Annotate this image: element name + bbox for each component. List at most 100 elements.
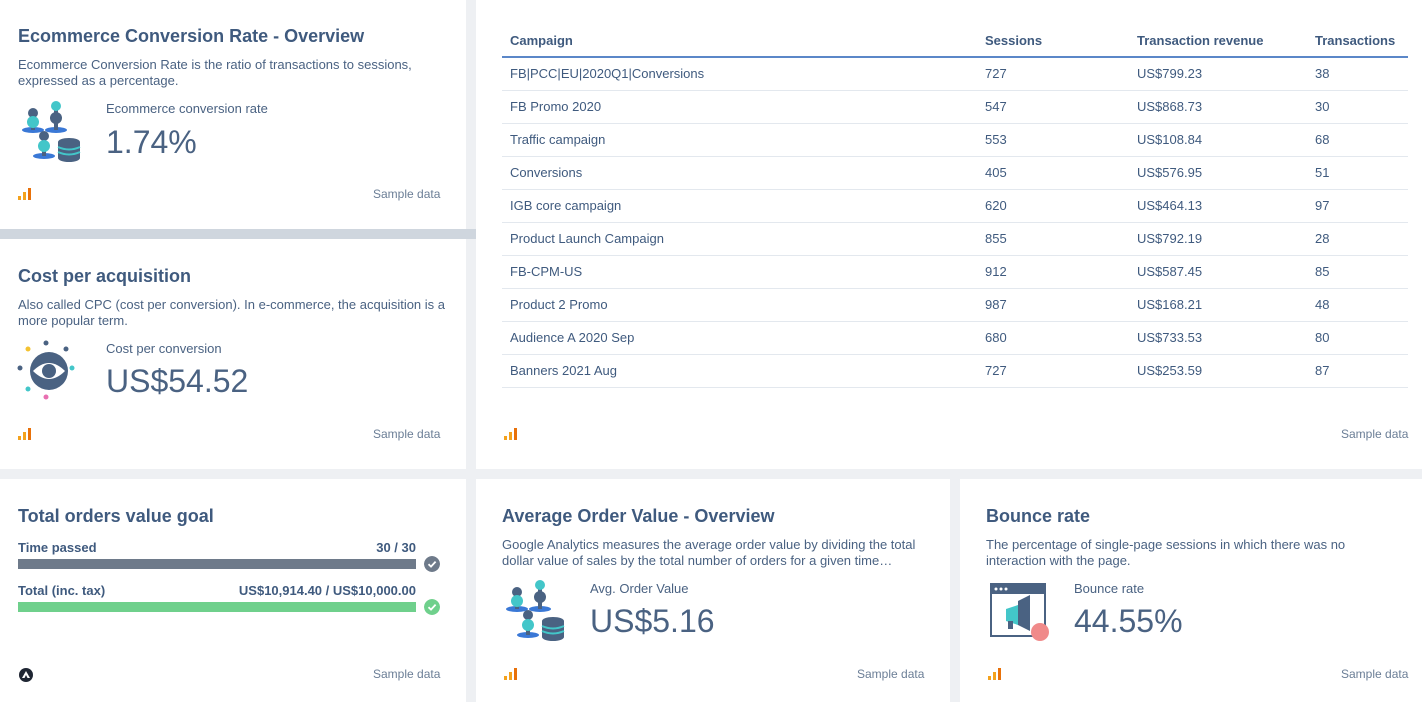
- cell-transactions: 28: [1307, 222, 1408, 256]
- cell-sessions: 547: [977, 90, 1129, 124]
- conversion-rate-card: Ecommerce Conversion Rate - Overview Eco…: [0, 0, 466, 229]
- cell-revenue: US$587.45: [1129, 255, 1307, 289]
- card-description: The percentage of single-page sessions i…: [986, 537, 1346, 568]
- sample-data-label: Sample data: [373, 427, 441, 441]
- metric-value: 44.55%: [1074, 603, 1183, 639]
- column-header-transaction-revenue[interactable]: Transaction revenue: [1129, 25, 1307, 58]
- table-row: Audience A 2020 Sep 680 US$733.53 80: [502, 321, 1408, 355]
- cell-sessions: 912: [977, 255, 1129, 289]
- card-title: Ecommerce Conversion Rate - Overview: [18, 26, 365, 46]
- metric-label: Avg. Order Value: [590, 581, 689, 596]
- bounce-rate-card: Bounce rate The percentage of single-pag…: [960, 479, 1422, 702]
- cell-sessions: 553: [977, 123, 1129, 157]
- table-row: IGB core campaign 620 US$464.13 97: [502, 189, 1408, 223]
- sample-data-label: Sample data: [1341, 427, 1409, 441]
- metric-value: 1.74%: [106, 124, 197, 160]
- column-header-campaign[interactable]: Campaign: [502, 25, 977, 58]
- google-analytics-icon: [504, 428, 517, 440]
- cell-transactions: 68: [1307, 123, 1408, 157]
- google-analytics-icon: [504, 668, 517, 680]
- cell-revenue: US$792.19: [1129, 222, 1307, 256]
- table-header-row: Campaign Sessions Transaction revenue Tr…: [502, 25, 1408, 58]
- cell-revenue: US$733.53: [1129, 321, 1307, 355]
- cell-sessions: 727: [977, 354, 1129, 388]
- total-label: Total (inc. tax): [18, 583, 106, 598]
- card-title: Average Order Value - Overview: [502, 506, 775, 526]
- goal-logo-icon: [19, 668, 33, 682]
- cell-transactions: 85: [1307, 255, 1408, 289]
- cell-revenue: US$108.84: [1129, 123, 1307, 157]
- cell-revenue: US$868.73: [1129, 90, 1307, 124]
- column-header-transactions[interactable]: Transactions: [1307, 25, 1408, 58]
- campaign-table: Campaign Sessions Transaction revenue Tr…: [502, 25, 1408, 388]
- cell-sessions: 680: [977, 321, 1129, 355]
- people-database-icon: [22, 101, 81, 162]
- cell-transactions: 97: [1307, 189, 1408, 223]
- metric-value: US$54.52: [106, 363, 249, 399]
- cell-transactions: 30: [1307, 90, 1408, 124]
- card-title: Cost per acquisition: [18, 266, 192, 286]
- cell-revenue: US$576.95: [1129, 156, 1307, 190]
- metric-value: US$5.16: [590, 603, 715, 639]
- cell-revenue: US$799.23: [1129, 57, 1307, 91]
- cell-sessions: 855: [977, 222, 1129, 256]
- cell-campaign: Conversions: [502, 156, 977, 190]
- time-passed-value: 30 / 30: [376, 540, 416, 555]
- cell-sessions: 620: [977, 189, 1129, 223]
- time-passed-label: Time passed: [18, 540, 97, 555]
- cell-campaign: Traffic campaign: [502, 123, 977, 157]
- table-row: FB Promo 2020 547 US$868.73 30: [502, 90, 1408, 124]
- card-title: Bounce rate: [986, 506, 1091, 526]
- card-description: Also called CPC (cost per conversion). I…: [18, 297, 446, 328]
- cell-revenue: US$464.13: [1129, 189, 1307, 223]
- table-row: Conversions 405 US$576.95 51: [502, 156, 1408, 190]
- cell-campaign: Product Launch Campaign: [502, 222, 977, 256]
- metric-label: Bounce rate: [1074, 581, 1145, 596]
- eye-icon: [17, 340, 75, 400]
- table-row: FB|PCC|EU|2020Q1|Conversions 727 US$799.…: [502, 57, 1408, 91]
- cell-campaign: Product 2 Promo: [502, 288, 977, 322]
- cell-revenue: US$168.21: [1129, 288, 1307, 322]
- megaphone-window-icon: [990, 583, 1049, 641]
- cell-transactions: 38: [1307, 57, 1408, 91]
- card-description: Google Analytics measures the average or…: [502, 537, 916, 568]
- total-value: US$10,914.40 / US$10,000.00: [238, 583, 416, 598]
- cell-sessions: 727: [977, 57, 1129, 91]
- cell-transactions: 87: [1307, 354, 1408, 388]
- cell-campaign: Banners 2021 Aug: [502, 354, 977, 388]
- google-analytics-icon: [988, 668, 1001, 680]
- cell-campaign: FB Promo 2020: [502, 90, 977, 124]
- orders-value-goal-card: Total orders value goal Time passed 30 /…: [0, 479, 466, 702]
- sample-data-label: Sample data: [373, 187, 441, 201]
- metric-label: Cost per conversion: [106, 341, 222, 356]
- cell-campaign: IGB core campaign: [502, 189, 977, 223]
- card-title: Total orders value goal: [18, 506, 214, 526]
- table-row: FB-CPM-US 912 US$587.45 85: [502, 255, 1408, 289]
- cell-sessions: 987: [977, 288, 1129, 322]
- cell-campaign: Audience A 2020 Sep: [502, 321, 977, 355]
- cell-campaign: FB|PCC|EU|2020Q1|Conversions: [502, 57, 977, 91]
- time-progress-fill: [18, 559, 416, 569]
- section-divider: [0, 229, 476, 239]
- table-row: Banners 2021 Aug 727 US$253.59 87: [502, 354, 1408, 388]
- card-description: Ecommerce Conversion Rate is the ratio o…: [18, 57, 412, 88]
- average-order-value-card: Average Order Value - Overview Google An…: [476, 479, 950, 702]
- time-progress-bar: [18, 559, 416, 569]
- total-progress-bar: [18, 602, 416, 612]
- sample-data-label: Sample data: [857, 667, 925, 681]
- metric-label: Ecommerce conversion rate: [106, 101, 268, 116]
- google-analytics-icon: [18, 428, 31, 440]
- cell-transactions: 80: [1307, 321, 1408, 355]
- table-row: Traffic campaign 553 US$108.84 68: [502, 123, 1408, 157]
- cell-transactions: 51: [1307, 156, 1408, 190]
- column-header-sessions[interactable]: Sessions: [977, 25, 1129, 58]
- sample-data-label: Sample data: [373, 667, 441, 681]
- table-row: Product 2 Promo 987 US$168.21 48: [502, 288, 1408, 322]
- google-analytics-icon: [18, 188, 31, 200]
- cell-transactions: 48: [1307, 288, 1408, 322]
- total-progress-fill: [18, 602, 416, 612]
- cost-per-acquisition-card: Cost per acquisition Also called CPC (co…: [0, 239, 466, 469]
- check-circle-icon: [424, 556, 440, 572]
- sample-data-label: Sample data: [1341, 667, 1409, 681]
- table-row: Product Launch Campaign 855 US$792.19 28: [502, 222, 1408, 256]
